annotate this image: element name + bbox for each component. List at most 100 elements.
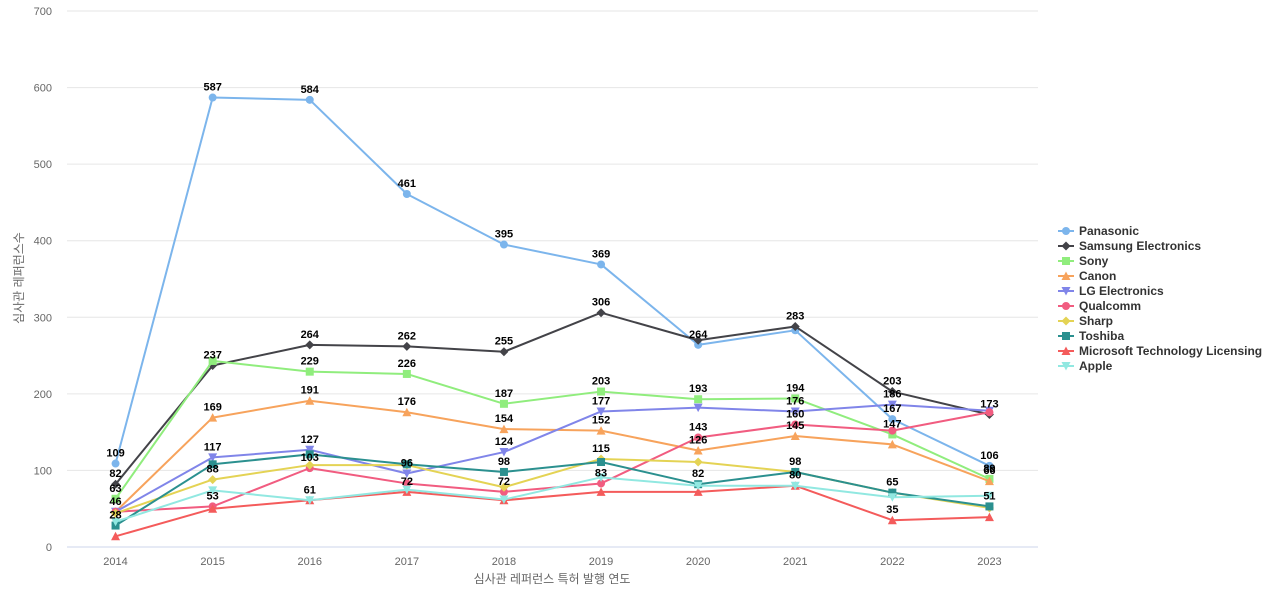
- legend-label: Toshiba: [1079, 328, 1125, 343]
- data-point: [888, 488, 897, 497]
- y-axis-title: 심사관 레퍼런스수: [12, 232, 26, 324]
- legend-symbol: [1058, 286, 1074, 295]
- data-label: 203: [592, 376, 610, 388]
- legend-label: Qualcomm: [1079, 298, 1142, 313]
- data-point: [499, 424, 509, 434]
- data-point: [887, 439, 897, 449]
- x-axis-ticks: 2014 2015 2016 2017 2018 2019 2020 2021 2022 2023: [103, 556, 1001, 568]
- data-label: 72: [401, 476, 413, 488]
- x-tick-label: 2015: [200, 556, 224, 568]
- data-label: 264: [689, 329, 708, 341]
- series-8: [111, 481, 994, 541]
- legend-symbol: [1058, 316, 1074, 325]
- legend-marker: [1061, 346, 1071, 355]
- legend-label: Sony: [1079, 253, 1109, 268]
- legend-marker: [1061, 316, 1071, 325]
- x-tick-label: 2020: [686, 556, 710, 568]
- data-point: [111, 531, 121, 541]
- legend-symbol: [1058, 271, 1074, 280]
- legend-symbol: [1058, 301, 1074, 310]
- series-line: [114, 311, 991, 486]
- data-label: 88: [207, 464, 219, 476]
- y-axis-ticks: 0 100 200 300 400 500 600 700: [34, 6, 52, 554]
- data-point: [984, 491, 994, 501]
- series-line: [114, 453, 991, 527]
- legend-marker: [1061, 361, 1071, 370]
- data-label: 152: [592, 415, 610, 427]
- data-label: 167: [883, 403, 901, 415]
- legend-symbol: [1058, 241, 1074, 250]
- data-point: [596, 407, 606, 416]
- data-point: [790, 481, 800, 491]
- data-label: 237: [203, 350, 221, 362]
- x-tick-label: 2017: [395, 556, 419, 568]
- data-point: [791, 394, 800, 403]
- data-label: 98: [789, 456, 801, 468]
- legend-symbol: [1058, 256, 1074, 265]
- legend-item[interactable]: Panasonic: [1058, 223, 1262, 238]
- data-label: 46: [109, 496, 121, 508]
- series-3: [111, 396, 994, 516]
- data-point: [694, 433, 703, 442]
- data-point: [887, 387, 897, 397]
- legend-symbol: [1058, 346, 1074, 355]
- gridlines: [67, 10, 1038, 548]
- legend-item[interactable]: Apple: [1058, 358, 1262, 373]
- series-lines: [111, 93, 994, 541]
- data-point: [208, 486, 218, 495]
- data-point: [887, 400, 897, 410]
- data-label: 72: [498, 476, 510, 488]
- data-point: [402, 341, 412, 351]
- x-axis-title: 심사관 레퍼런스 특허 발행 연도: [474, 571, 631, 586]
- data-point: [402, 407, 412, 417]
- data-label: 145: [786, 420, 804, 432]
- data-label: 584: [301, 84, 320, 96]
- y-tick-label: 700: [34, 6, 52, 18]
- data-label: 117: [204, 441, 222, 453]
- data-point: [499, 495, 509, 505]
- data-label: 262: [398, 330, 416, 342]
- legend-label: Microsoft Technology Licensing: [1079, 343, 1263, 358]
- data-label: 186: [883, 389, 901, 401]
- legend-item[interactable]: Sharp: [1058, 313, 1262, 328]
- data-point: [499, 347, 509, 357]
- data-point: [985, 461, 994, 470]
- data-point: [693, 481, 703, 491]
- data-point: [693, 403, 703, 413]
- data-label: 83: [595, 467, 607, 479]
- data-point: [790, 431, 800, 440]
- data-label: 177: [592, 395, 610, 407]
- legend-marker: [1061, 271, 1071, 280]
- data-label: 106: [980, 450, 998, 462]
- data-label: 66: [983, 465, 995, 477]
- series-7: [111, 450, 994, 530]
- data-label: 35: [886, 504, 898, 516]
- legend-item[interactable]: Toshiba: [1058, 328, 1262, 343]
- data-label: 103: [301, 452, 319, 464]
- data-label: 82: [692, 468, 704, 480]
- data-point: [208, 460, 217, 469]
- series-4: [111, 400, 994, 517]
- data-point: [402, 469, 412, 478]
- data-label: 115: [592, 443, 610, 455]
- data-point: [208, 475, 218, 485]
- legend-item[interactable]: Samsung Electronics: [1058, 238, 1262, 253]
- data-point: [402, 479, 411, 488]
- legend-item[interactable]: Qualcomm: [1058, 298, 1262, 313]
- legend-item[interactable]: LG Electronics: [1058, 283, 1262, 298]
- legend-item[interactable]: Sony: [1058, 253, 1262, 268]
- legend-symbol: [1058, 361, 1074, 370]
- data-label: 80: [789, 470, 801, 482]
- data-point: [985, 502, 994, 511]
- x-tick-label: 2023: [977, 556, 1001, 568]
- legend-item[interactable]: Canon: [1058, 268, 1262, 283]
- series-9: [111, 473, 994, 527]
- data-point: [791, 467, 800, 476]
- data-point: [693, 487, 703, 496]
- data-point: [596, 473, 606, 482]
- legend-item[interactable]: Microsoft Technology Licensing: [1058, 343, 1262, 358]
- data-point: [111, 508, 121, 518]
- x-tick-label: 2016: [298, 556, 322, 568]
- data-point: [596, 308, 606, 318]
